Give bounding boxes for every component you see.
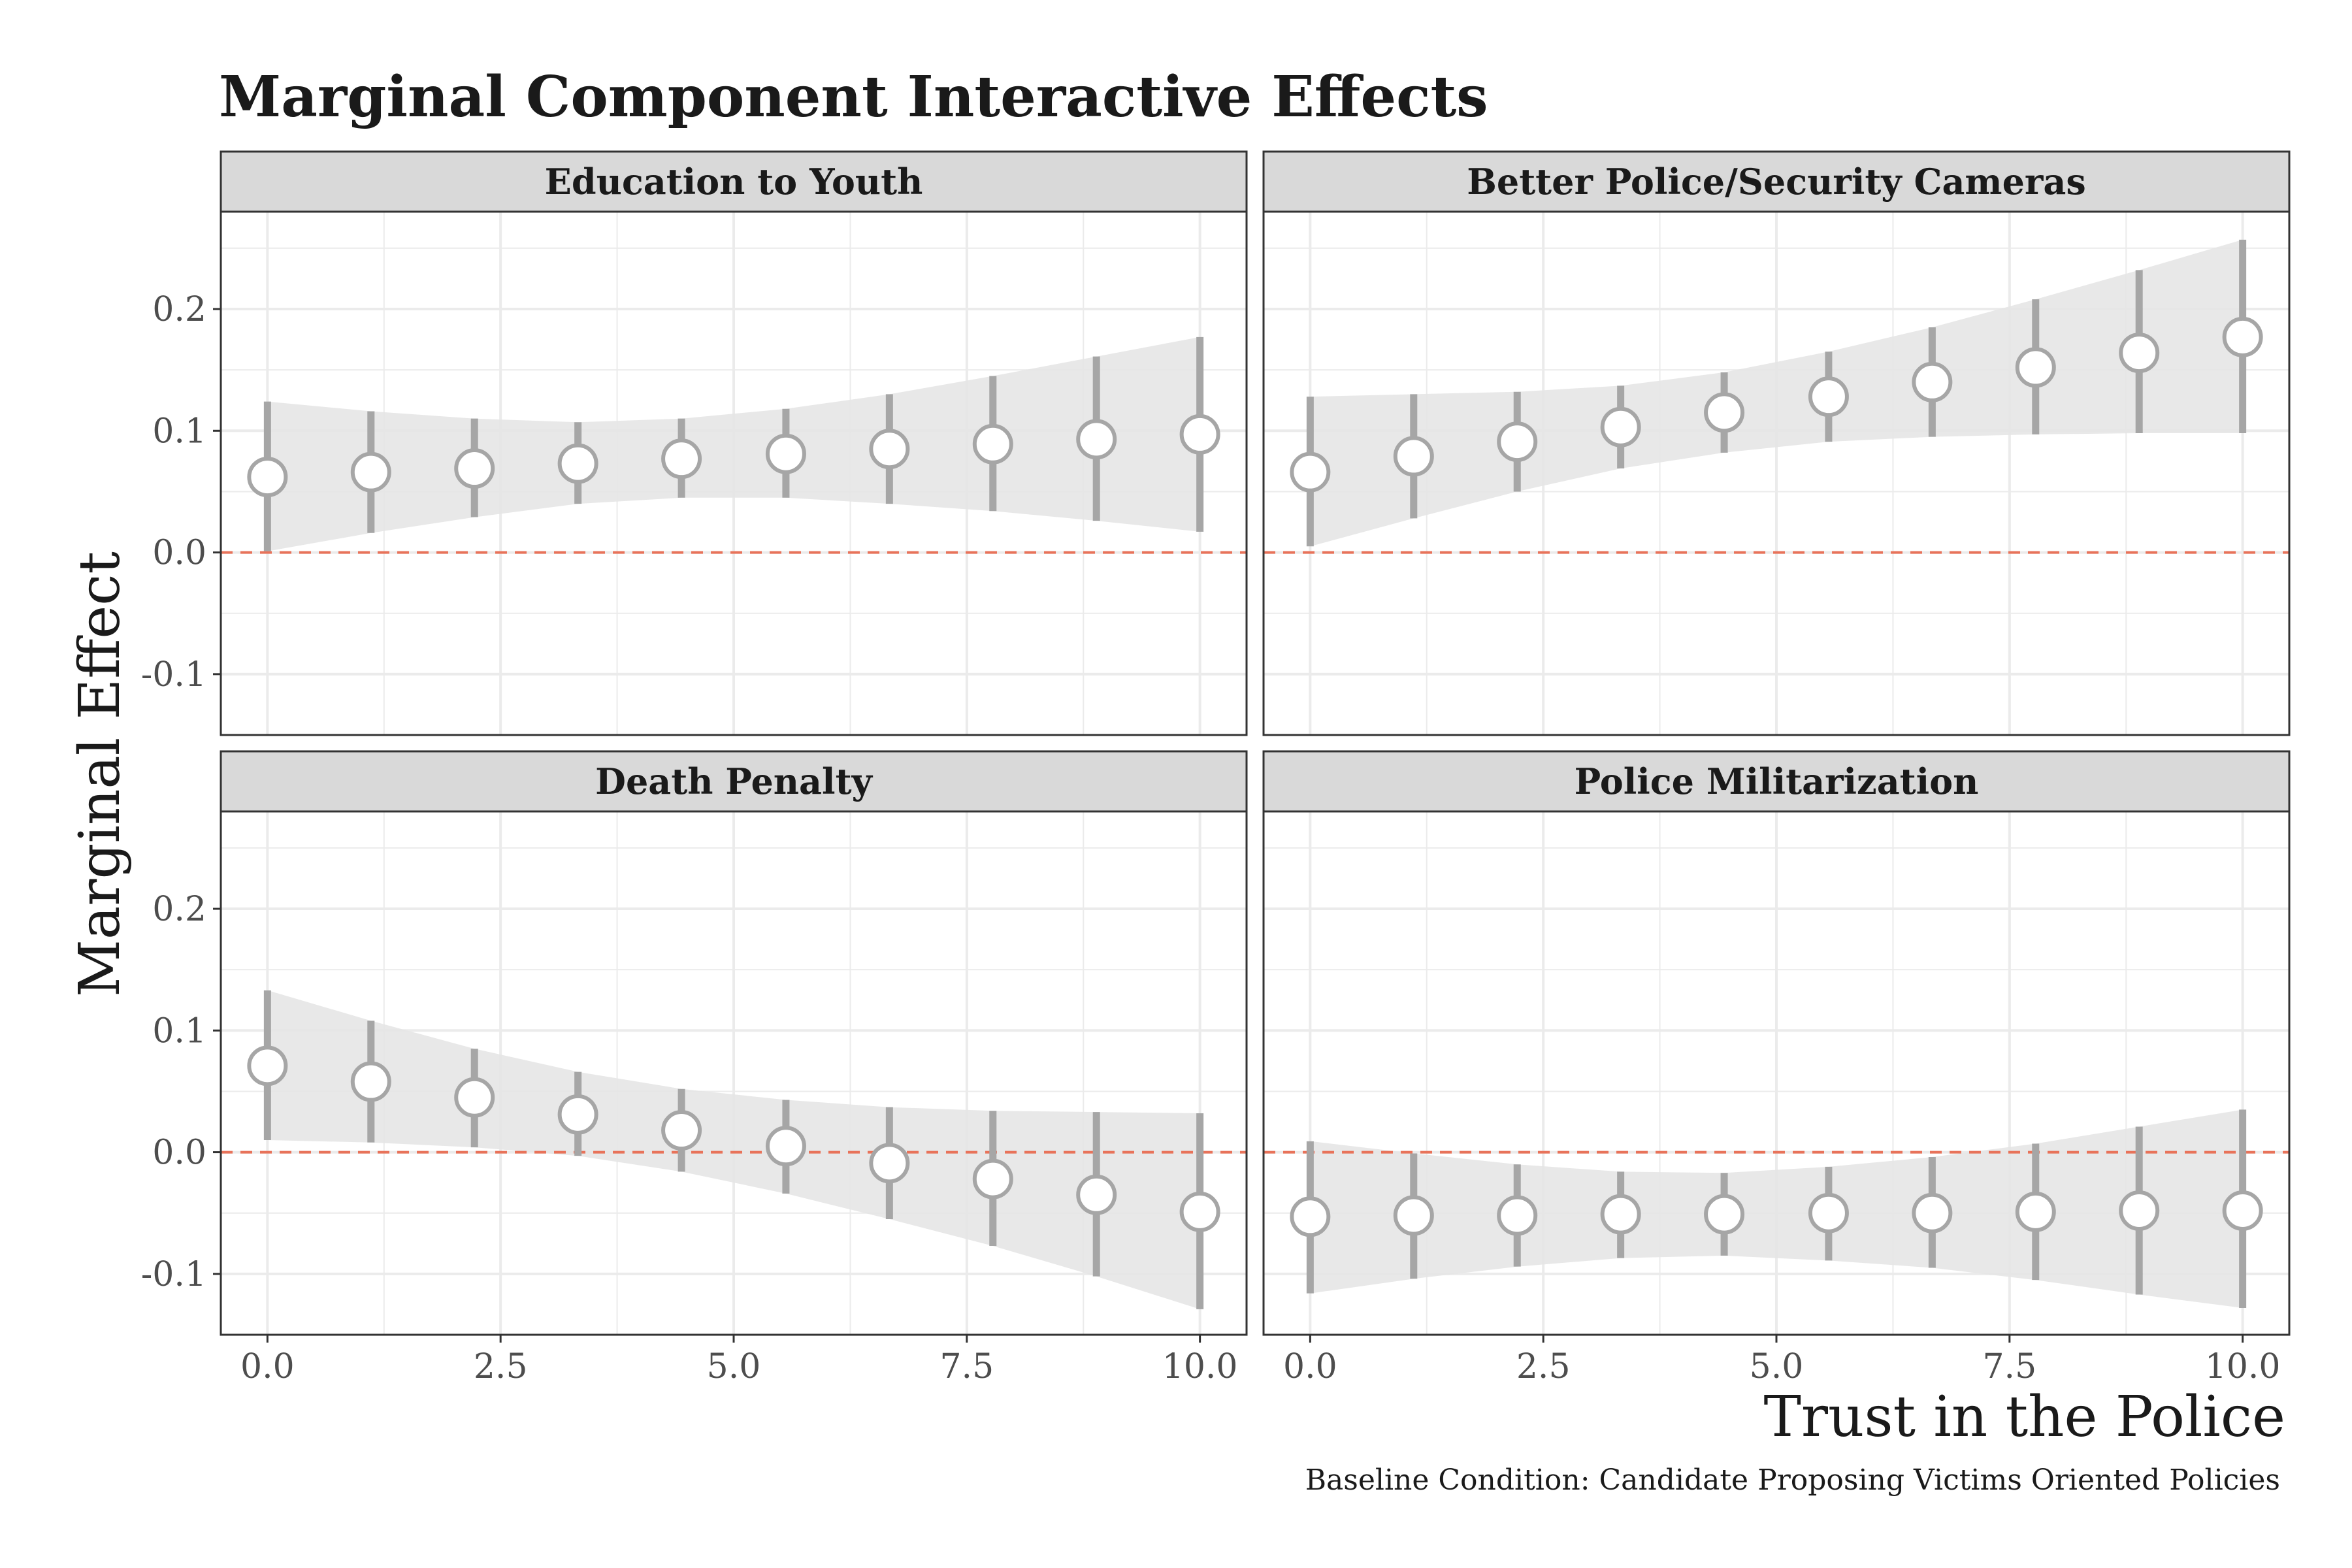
data-point <box>350 1061 391 1102</box>
data-point <box>1704 392 1745 433</box>
data-point <box>1290 1196 1331 1237</box>
chart-caption: Baseline Condition: Candidate Proposing … <box>1305 1463 2280 1497</box>
panel: Police Militarization 0.0 2.5 5.0 7.5 10.0 <box>1262 750 2291 1386</box>
x-tick-label: 2.5 <box>474 1347 528 1386</box>
data-point <box>2015 347 2056 388</box>
data-point <box>1290 451 1331 493</box>
data-point <box>1179 1191 1220 1232</box>
data-point <box>2222 316 2263 357</box>
y-tick-label: -0.1 <box>141 1255 206 1294</box>
y-tick-label: 0.1 <box>152 412 206 451</box>
data-point <box>1704 1194 1745 1235</box>
confidence-ribbon <box>1310 239 2243 547</box>
y-tick-label: 0.0 <box>152 534 206 573</box>
y-tick-label: 0.1 <box>152 1011 206 1051</box>
y-tick-label: 0.0 <box>152 1134 206 1173</box>
data-point <box>661 1110 702 1151</box>
data-point <box>247 457 288 498</box>
x-tick-label: 10.0 <box>2205 1347 2281 1386</box>
x-axis-title: Trust in the Police <box>1763 1384 2285 1450</box>
facet-label: Better Police/Security Cameras <box>1467 161 2086 203</box>
panel: Education to Youth -0.1 0.0 0.1 0.2 <box>141 150 1248 736</box>
data-point <box>1497 421 1538 463</box>
facet-strip <box>1262 150 2291 213</box>
confidence-ribbon <box>1310 1109 2243 1308</box>
y-axis-title: Marginal Effect <box>67 551 133 997</box>
data-point <box>1497 1195 1538 1236</box>
data-point <box>1393 1195 1434 1236</box>
data-point <box>1393 436 1434 477</box>
y-tick-label: 0.2 <box>152 890 206 929</box>
data-point <box>765 1126 806 1167</box>
data-point <box>1808 376 1849 417</box>
data-point <box>1076 1174 1117 1215</box>
facet-strip <box>220 750 1248 813</box>
data-point <box>972 1158 1013 1200</box>
data-point <box>1076 419 1117 460</box>
data-point <box>2015 1191 2056 1232</box>
x-tick-label: 5.0 <box>707 1347 761 1386</box>
data-point <box>1600 406 1641 448</box>
confidence-ribbon <box>267 990 1200 1309</box>
data-point <box>972 423 1013 465</box>
data-point <box>1912 361 1953 402</box>
chart-title: Marginal Component Interactive Effects <box>219 64 1488 130</box>
facet-strip <box>1262 750 2291 813</box>
data-point <box>247 1045 288 1086</box>
x-tick-label: 7.5 <box>1982 1347 2036 1386</box>
data-point <box>1179 414 1220 455</box>
panels: Education to Youth -0.1 0.0 0.1 0.2 Better Po… <box>141 150 2291 1386</box>
x-tick-label: 5.0 <box>1750 1347 1804 1386</box>
data-point <box>1600 1194 1641 1235</box>
data-point <box>661 438 702 480</box>
panel: Death Penalty -0.1 0.0 0.1 0.2 0.0 2.5 5.0 7.5 10… <box>141 750 1248 1386</box>
y-tick-label: 0.2 <box>152 290 206 329</box>
data-point <box>557 443 598 484</box>
data-point <box>1912 1192 1953 1233</box>
data-point <box>454 448 495 489</box>
data-point <box>1808 1192 1849 1233</box>
facet-label: Education to Youth <box>545 161 923 203</box>
facet-label: Death Penalty <box>595 760 873 802</box>
x-tick-label: 7.5 <box>939 1347 994 1386</box>
facet-label: Police Militarization <box>1575 760 1979 802</box>
x-tick-label: 10.0 <box>1162 1347 1238 1386</box>
data-point <box>2222 1190 2263 1231</box>
y-tick-label: -0.1 <box>141 655 206 694</box>
data-point <box>2119 333 2160 374</box>
data-point <box>2119 1190 2160 1231</box>
panel: Better Police/Security Cameras <box>1262 150 2291 736</box>
data-point <box>869 429 910 470</box>
data-point <box>765 433 806 474</box>
x-tick-label: 0.0 <box>240 1347 295 1386</box>
facet-strip <box>220 150 1248 213</box>
x-tick-label: 0.0 <box>1283 1347 1337 1386</box>
x-tick-label: 2.5 <box>1516 1347 1571 1386</box>
confidence-ribbon <box>267 336 1200 551</box>
data-point <box>350 451 391 493</box>
data-point <box>454 1077 495 1118</box>
data-point <box>557 1094 598 1135</box>
data-point <box>869 1143 910 1184</box>
